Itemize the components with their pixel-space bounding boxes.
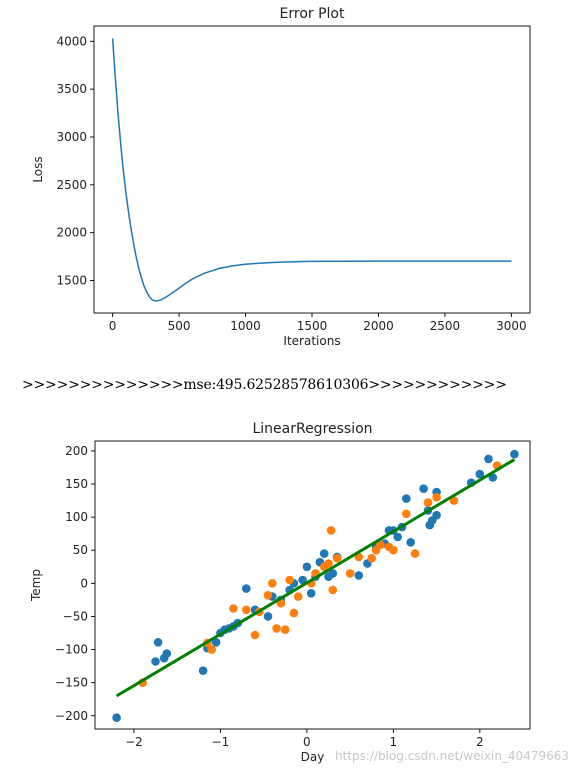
orange-data-point (281, 625, 290, 634)
y-tick-label: −150 (55, 676, 88, 690)
y-tick-label: −200 (55, 709, 88, 723)
regression-line (115, 458, 516, 698)
y-tick-label: 2000 (56, 226, 87, 240)
x-tick-label: 0 (109, 319, 117, 333)
orange-data-point (389, 545, 398, 555)
orange-data-point (345, 569, 355, 578)
x-tick-label: 2000 (363, 319, 394, 333)
blue-data-point (319, 549, 329, 558)
x-axis-label: Day (301, 750, 325, 764)
orange-data-point (432, 493, 441, 502)
orange-data-point (207, 645, 216, 654)
blue-data-point (263, 612, 273, 621)
y-axis-label: Loss (31, 156, 45, 182)
chart-title: Error Plot (280, 6, 345, 22)
x-axis-label: Iterations (283, 334, 340, 348)
x-tick-label: −2 (125, 735, 143, 749)
orange-data-point (328, 585, 338, 595)
y-axis-label: Temp (29, 569, 43, 602)
orange-data-point (250, 630, 260, 640)
orange-data-point (289, 608, 299, 618)
blue-data-point (198, 666, 208, 675)
orange-data-point (293, 592, 303, 601)
blue-data-point (306, 589, 316, 598)
blue-data-point (112, 713, 121, 722)
orange-data-point (410, 549, 420, 558)
orange-data-point (285, 575, 294, 585)
x-tick-label: 1500 (297, 319, 328, 333)
mse-output-text: >>>>>>>>>>>>>>mse:495.62528578610306>>>>… (22, 377, 507, 393)
blue-data-point (302, 562, 312, 572)
y-tick-label: −100 (55, 643, 88, 657)
plot-frame (94, 440, 531, 730)
blue-data-point (211, 638, 221, 647)
linear-regression-plot: LinearRegression −2 −1 0 1 2 −200 −150 −100 −50 0 5… (29, 421, 531, 764)
blue-data-point (153, 638, 163, 647)
orange-data-point (229, 604, 238, 613)
plot-frame (93, 25, 531, 314)
orange-data-point (402, 509, 411, 519)
y-tick-label: 50 (73, 543, 88, 557)
x-tick-label: 2500 (430, 319, 461, 333)
y-tick-label: 150 (65, 477, 88, 491)
blue-data-point (393, 532, 403, 542)
orange-data-point (263, 591, 273, 600)
orange-data-point (272, 624, 281, 633)
x-tick-label: 3000 (496, 319, 527, 333)
orange-data-point (324, 559, 333, 568)
y-tick-label: 2500 (56, 178, 87, 192)
blue-data-point (484, 454, 493, 464)
y-tick-label: 200 (65, 444, 88, 458)
y-tick-label: 4000 (56, 34, 87, 48)
blue-data-point (242, 584, 251, 593)
y-tick-label: 1500 (56, 273, 87, 287)
y-tick-label: 3500 (56, 82, 87, 96)
blue-data-point (406, 538, 416, 547)
orange-data-point (376, 540, 385, 550)
blue-data-point (402, 494, 411, 503)
blue-data-point (419, 484, 428, 493)
orange-data-point (332, 553, 342, 563)
orange-data-point (326, 526, 336, 535)
blue-data-point (298, 575, 307, 585)
x-tick-label: 1 (390, 735, 398, 749)
blue-data-point (354, 571, 364, 580)
x-tick-label: 2 (476, 735, 484, 749)
orange-data-point (268, 579, 277, 588)
blue-data-point (328, 569, 338, 578)
chart-title: LinearRegression (252, 421, 372, 437)
x-tick-label: −1 (212, 735, 230, 749)
blue-data-point (432, 510, 441, 520)
blue-data-point (475, 469, 485, 479)
orange-data-point (242, 605, 251, 615)
error-plot: Error Plot 0 500 1000 1500 2000 2500 3000 1500 20… (31, 6, 531, 348)
y-tick-label: −50 (63, 609, 88, 623)
loss-curve-line (111, 38, 512, 302)
orange-data-point (423, 498, 433, 507)
orange-data-point (367, 553, 377, 563)
blue-data-point (162, 649, 172, 658)
blue-data-point (510, 449, 519, 459)
x-tick-label: 1000 (230, 319, 261, 333)
watermark-text: https://blog.csdn.net/weixin_40479663 (334, 749, 569, 763)
y-tick-label: 3000 (56, 130, 87, 144)
y-tick-label: 0 (80, 576, 88, 590)
x-tick-label: 500 (168, 319, 191, 333)
y-tick-label: 100 (65, 510, 88, 524)
x-tick-label: 0 (303, 735, 311, 749)
blue-data-point (151, 657, 160, 666)
